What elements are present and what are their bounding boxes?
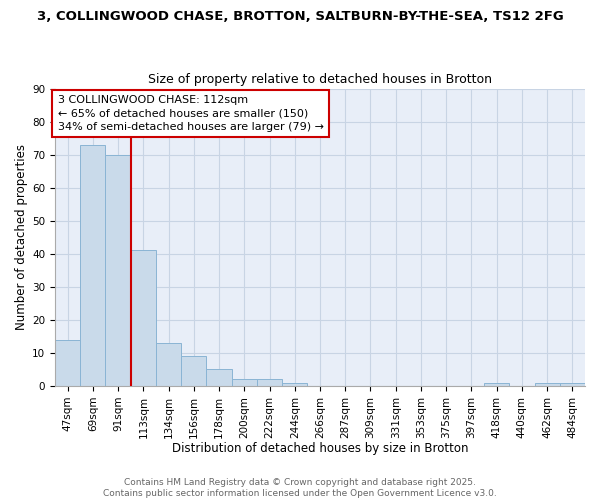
Bar: [282, 382, 307, 386]
Bar: [131, 250, 156, 386]
Bar: [206, 370, 232, 386]
Bar: [484, 382, 509, 386]
Bar: [80, 144, 106, 386]
Bar: [106, 154, 131, 386]
Text: 3, COLLINGWOOD CHASE, BROTTON, SALTBURN-BY-THE-SEA, TS12 2FG: 3, COLLINGWOOD CHASE, BROTTON, SALTBURN-…: [37, 10, 563, 23]
Y-axis label: Number of detached properties: Number of detached properties: [15, 144, 28, 330]
Bar: [535, 382, 560, 386]
X-axis label: Distribution of detached houses by size in Brotton: Distribution of detached houses by size …: [172, 442, 468, 455]
Bar: [232, 380, 257, 386]
Bar: [55, 340, 80, 386]
Bar: [257, 380, 282, 386]
Bar: [560, 382, 585, 386]
Title: Size of property relative to detached houses in Brotton: Size of property relative to detached ho…: [148, 73, 492, 86]
Bar: [156, 343, 181, 386]
Text: 3 COLLINGWOOD CHASE: 112sqm
← 65% of detached houses are smaller (150)
34% of se: 3 COLLINGWOOD CHASE: 112sqm ← 65% of det…: [58, 95, 323, 132]
Text: Contains HM Land Registry data © Crown copyright and database right 2025.
Contai: Contains HM Land Registry data © Crown c…: [103, 478, 497, 498]
Bar: [181, 356, 206, 386]
